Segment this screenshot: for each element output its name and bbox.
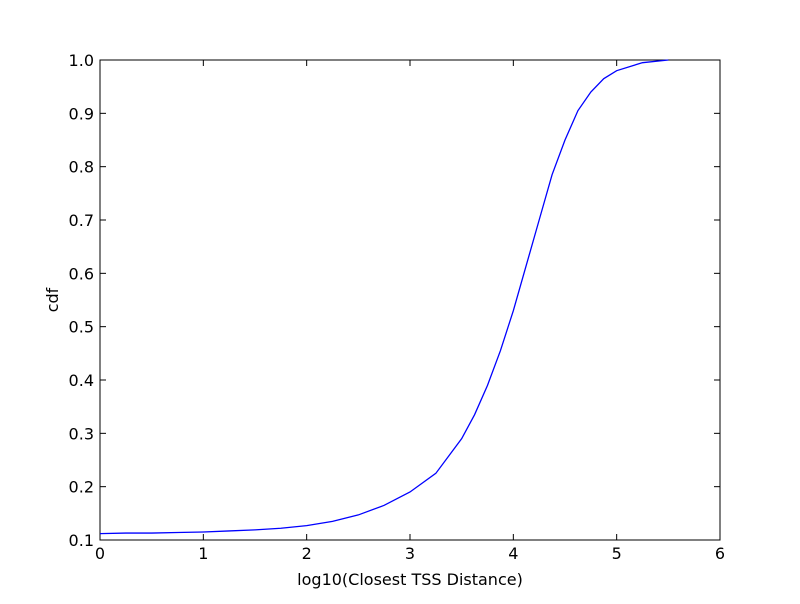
y-tick-label: 0.7 — [69, 211, 94, 230]
y-tick-label: 0.6 — [69, 264, 94, 283]
x-tick-label: 0 — [95, 544, 105, 563]
y-tick-label: 0.8 — [69, 158, 94, 177]
y-tick-label: 0.9 — [69, 104, 94, 123]
y-tick-label: 0.5 — [69, 318, 94, 337]
y-tick-label: 0.2 — [69, 478, 94, 497]
x-tick-label: 2 — [302, 544, 312, 563]
y-tick-label: 0.4 — [69, 371, 94, 390]
y-tick-label: 1.0 — [69, 51, 94, 70]
x-axis-label: log10(Closest TSS Distance) — [297, 570, 523, 589]
plot-frame — [99, 59, 721, 541]
y-tick-label: 0.1 — [69, 531, 94, 550]
x-tick-label: 5 — [612, 544, 622, 563]
y-axis-label: cdf — [43, 287, 62, 312]
cdf-line — [99, 59, 669, 535]
y-tick-label: 0.3 — [69, 424, 94, 443]
x-tick-label: 1 — [198, 544, 208, 563]
x-tick-label: 3 — [405, 544, 415, 563]
x-tick-label: 6 — [715, 544, 725, 563]
x-tick-label: 4 — [508, 544, 518, 563]
